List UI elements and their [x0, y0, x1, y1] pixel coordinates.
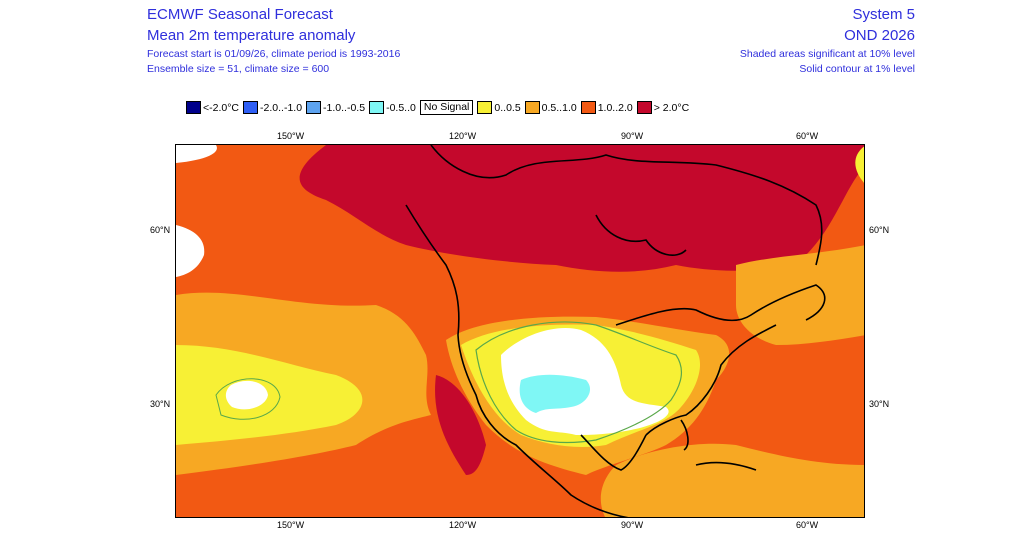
legend-label: -1.0..-0.5: [323, 101, 366, 114]
legend-swatch: [580, 101, 596, 114]
legend-label: No Signal: [419, 100, 474, 115]
anomaly-map: [175, 144, 865, 518]
region-gt2-canada: [299, 145, 864, 272]
arctic-coastline: [430, 145, 823, 266]
lat-tick-right-30n: 30°N: [869, 399, 890, 409]
ensemble-size-info: Ensemble size = 51, climate size = 600: [147, 63, 330, 75]
legend-label: 1.0..2.0: [597, 101, 633, 114]
lon-tick-bottom-60w: 60°W: [796, 520, 819, 530]
gulf-coastline: [580, 434, 647, 471]
lat-tick-left-30n: 30°N: [150, 399, 171, 409]
west-coastline: [405, 204, 629, 517]
legend-label: 0.5..1.0: [541, 101, 577, 114]
region-minus05-0-usa: [519, 374, 591, 413]
region-nosignal-alaska: [176, 225, 205, 277]
cuba-coastline: [695, 461, 757, 471]
region-gt2-baja-coast: [435, 375, 486, 475]
map-title: ECMWF Seasonal Forecast: [147, 6, 333, 23]
legend-item-1-2: 1.0..2.0: [580, 101, 633, 114]
lat-tick-left-60n: 60°N: [150, 225, 171, 235]
system-label: System 5: [852, 6, 915, 23]
legend-item-minus05-0: -0.5..0: [369, 101, 416, 114]
contour-usa: [475, 321, 683, 444]
map-subtitle: Mean 2m temperature anomaly: [147, 27, 356, 44]
lat-tick-right-60n: 60°N: [869, 225, 890, 235]
legend-swatch: [306, 101, 322, 114]
region-nosignal-pacific-patch: [225, 380, 268, 410]
legend-label: -0.5..0: [386, 101, 416, 114]
lon-tick-bottom-120w: 120°W: [449, 520, 477, 530]
florida-coastline: [680, 419, 689, 451]
legend-item-no-signal: No Signal: [419, 100, 474, 115]
legend-swatch: [186, 101, 201, 114]
lon-tick-top-60w: 60°W: [796, 131, 819, 141]
contour-note: Solid contour at 1% level: [799, 63, 915, 75]
region-05-1-atlantic: [736, 245, 864, 345]
legend-label: > 2.0°C: [653, 101, 690, 114]
lon-tick-bottom-150w: 150°W: [277, 520, 305, 530]
legend-label: -2.0..-1.0: [260, 101, 303, 114]
great-lakes-coast: [615, 284, 826, 326]
legend-item-gt-2: > 2.0°C: [636, 101, 690, 114]
legend-swatch: [243, 101, 259, 114]
legend-label: 0..0.5: [494, 101, 521, 114]
east-coastline: [645, 324, 777, 436]
contour-pacific: [215, 378, 281, 420]
lon-tick-bottom-90w: 90°W: [621, 520, 644, 530]
lon-tick-top-90w: 90°W: [621, 131, 644, 141]
forecast-start-info: Forecast start is 01/09/26, climate peri…: [147, 48, 401, 60]
legend-item-minus1-minus05: -1.0..-0.5: [306, 101, 365, 114]
legend-item-minus2-minus1: -2.0..-1.0: [243, 101, 302, 114]
region-nosignal-northwest: [176, 145, 217, 163]
legend-label: <-2.0°C: [203, 101, 240, 114]
lon-tick-top-150w: 150°W: [277, 131, 305, 141]
hudson-bay-coast: [595, 214, 687, 256]
region-0-05-greenland: [855, 146, 864, 183]
region-05-1-caribbean: [600, 443, 864, 517]
legend-swatch: [636, 101, 652, 114]
legend-swatch: [369, 101, 385, 114]
lon-tick-top-120w: 120°W: [449, 131, 477, 141]
coastlines: [405, 145, 826, 517]
legend-item-0-05: 0..0.5: [477, 101, 521, 114]
legend-item-05-1: 0.5..1.0: [524, 101, 577, 114]
season-label: OND 2026: [844, 27, 915, 44]
legend-swatch: [524, 101, 540, 114]
anomaly-map-svg: [176, 145, 864, 517]
legend-swatch: [477, 101, 493, 114]
significance-note: Shaded areas significant at 10% level: [739, 48, 915, 60]
region-0-05-pacific: [176, 345, 363, 445]
color-legend: <-2.0°C -2.0..-1.0 -1.0..-0.5 -0.5..0 No…: [186, 100, 693, 115]
legend-item-lt-minus2: <-2.0°C: [186, 101, 239, 114]
